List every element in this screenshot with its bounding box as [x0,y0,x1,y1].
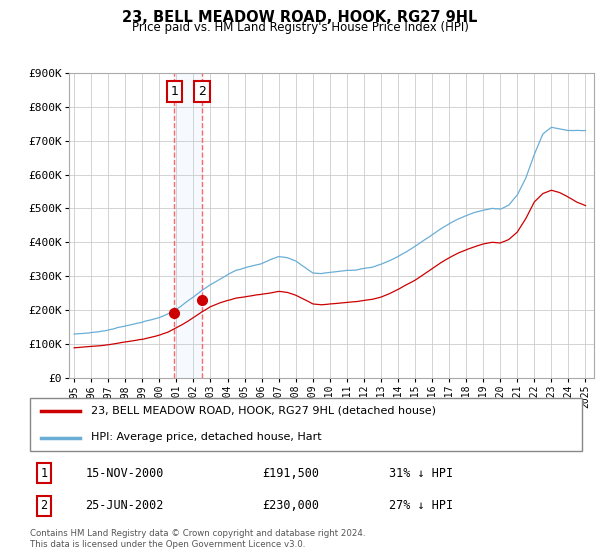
Text: £191,500: £191,500 [262,467,319,480]
Text: 15-NOV-2000: 15-NOV-2000 [85,467,164,480]
Text: 1: 1 [170,85,178,98]
Text: 23, BELL MEADOW ROAD, HOOK, RG27 9HL: 23, BELL MEADOW ROAD, HOOK, RG27 9HL [122,10,478,25]
Text: 31% ↓ HPI: 31% ↓ HPI [389,467,453,480]
Text: Contains HM Land Registry data © Crown copyright and database right 2024.
This d: Contains HM Land Registry data © Crown c… [30,529,365,549]
FancyBboxPatch shape [30,398,582,451]
Text: HPI: Average price, detached house, Hart: HPI: Average price, detached house, Hart [91,432,322,442]
Text: 23, BELL MEADOW ROAD, HOOK, RG27 9HL (detached house): 23, BELL MEADOW ROAD, HOOK, RG27 9HL (de… [91,406,436,416]
Text: 1: 1 [40,467,47,480]
Bar [174,73,202,378]
Text: 2: 2 [198,85,206,98]
Text: Price paid vs. HM Land Registry's House Price Index (HPI): Price paid vs. HM Land Registry's House … [131,21,469,34]
Text: 25-JUN-2002: 25-JUN-2002 [85,499,164,512]
Text: 2: 2 [40,499,47,512]
Text: £230,000: £230,000 [262,499,319,512]
Text: 27% ↓ HPI: 27% ↓ HPI [389,499,453,512]
